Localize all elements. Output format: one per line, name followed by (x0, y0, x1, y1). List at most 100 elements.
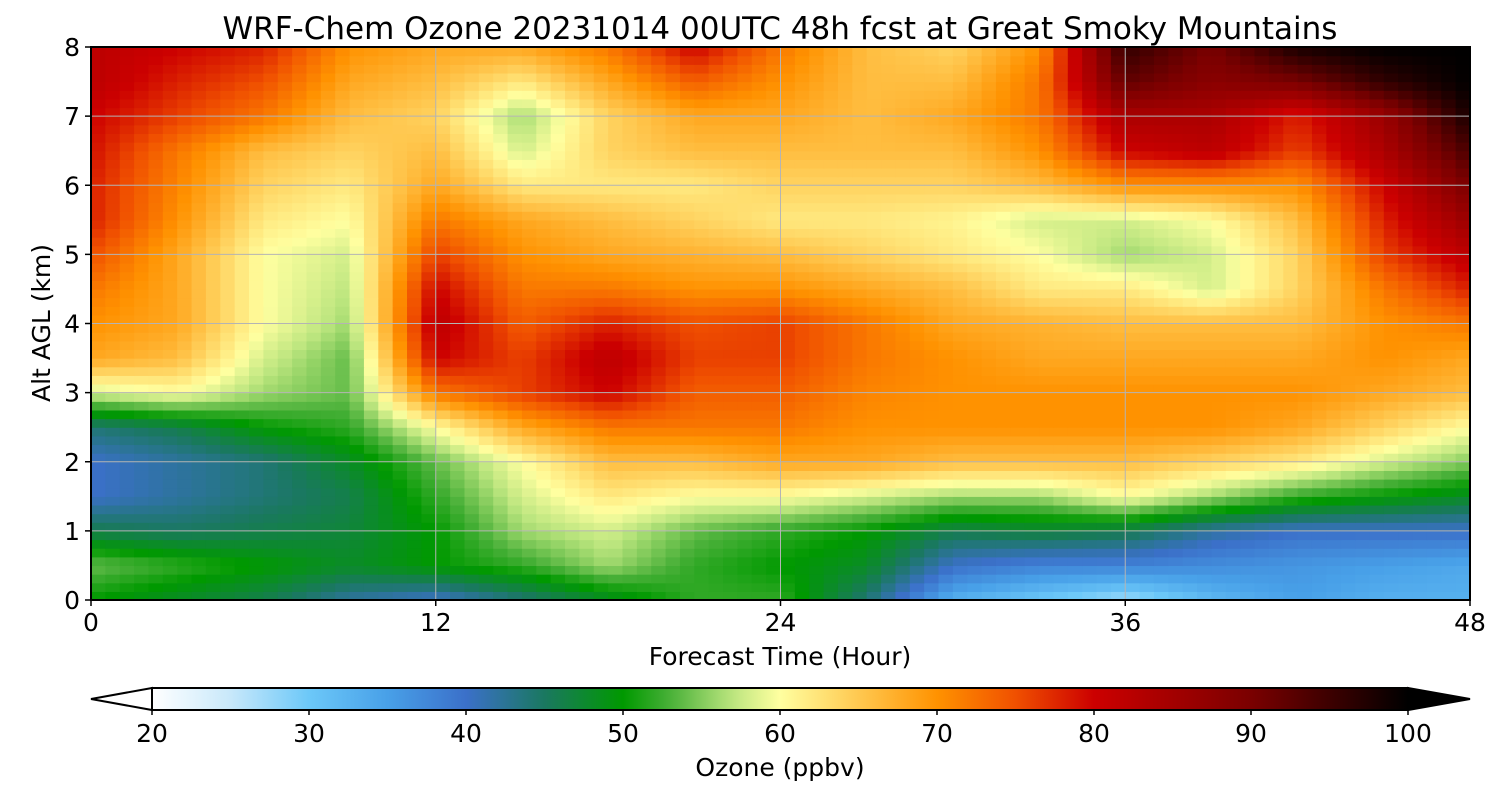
heatmap-cell (881, 228, 897, 238)
heatmap-cell (1326, 383, 1342, 394)
heatmap-cell (809, 392, 825, 402)
heatmap-cell (134, 409, 150, 420)
heatmap-cell (579, 228, 595, 238)
heatmap-cell (392, 185, 408, 195)
heatmap-cell (751, 314, 767, 325)
heatmap-cell (134, 530, 150, 541)
heatmap-cell (464, 392, 480, 402)
heatmap-cell (665, 470, 681, 480)
heatmap-cell (1340, 211, 1356, 221)
heatmap-cell (866, 582, 882, 592)
heatmap-cell (837, 254, 853, 264)
heatmap-cell (565, 556, 580, 567)
heatmap-cell (363, 504, 379, 515)
heatmap-cell (105, 522, 121, 532)
heatmap-cell (837, 323, 853, 333)
heatmap-cell (521, 323, 537, 333)
heatmap-cell (363, 401, 379, 411)
heatmap-cell (378, 193, 394, 204)
heatmap-cell (1139, 349, 1155, 359)
heatmap-cell (378, 228, 394, 238)
heatmap-cell (392, 556, 408, 567)
heatmap-cell (895, 530, 911, 541)
heatmap-cell (407, 340, 422, 351)
heatmap-cell (134, 548, 150, 558)
heatmap-cell (708, 202, 724, 212)
heatmap-cell (177, 470, 193, 480)
heatmap-cell (1139, 548, 1155, 558)
heatmap-cell (177, 479, 193, 489)
heatmap-cell (1254, 513, 1270, 523)
heatmap-cell (263, 288, 279, 299)
heatmap-cell (1455, 392, 1470, 402)
heatmap-cell (608, 470, 624, 480)
heatmap-cell (1441, 392, 1457, 402)
heatmap-cell (622, 340, 638, 351)
heatmap-cell (292, 314, 308, 325)
heatmap-cell (608, 375, 624, 385)
heatmap-cell (1441, 271, 1457, 281)
heatmap-cell (780, 358, 796, 368)
heatmap-cell (579, 271, 595, 281)
heatmap-cell (363, 444, 379, 454)
heatmap-cell (766, 556, 782, 567)
heatmap-cell (162, 193, 178, 204)
heatmap-cell (995, 470, 1011, 480)
heatmap-cell (924, 193, 940, 204)
heatmap-cell (407, 401, 422, 411)
heatmap-cell (723, 383, 739, 394)
heatmap-cell (852, 366, 868, 376)
heatmap-cell (1369, 211, 1385, 221)
heatmap-cell (335, 375, 351, 385)
heatmap-cell (1096, 375, 1112, 385)
heatmap-cell (1398, 375, 1414, 385)
heatmap-cell (723, 444, 739, 454)
heatmap-cell (536, 159, 552, 169)
heatmap-cell (881, 366, 897, 376)
heatmap-cell (349, 556, 365, 567)
heatmap-cell (1225, 418, 1241, 428)
heatmap-cell (995, 219, 1011, 230)
heatmap-cell (1283, 237, 1299, 247)
heatmap-cell (579, 504, 595, 515)
heatmap-cell (378, 219, 394, 230)
heatmap-cell (363, 358, 379, 368)
heatmap-cell (234, 150, 250, 160)
heatmap-cell (679, 591, 695, 600)
heatmap-cell (392, 487, 408, 497)
heatmap-cell (1096, 185, 1112, 195)
heatmap-cell (579, 314, 595, 325)
heatmap-cell (407, 574, 422, 584)
heatmap-cell (263, 245, 279, 255)
heatmap-cell (407, 237, 422, 247)
heatmap-cell (895, 193, 911, 204)
heatmap-cell (766, 513, 782, 523)
heatmap-cell (881, 167, 897, 178)
heatmap-cell (363, 228, 379, 238)
heatmap-cell (1297, 435, 1313, 446)
heatmap-cell (234, 288, 250, 299)
heatmap-cell (292, 297, 308, 307)
heatmap-cell (105, 263, 121, 273)
heatmap-cell (1182, 314, 1198, 325)
heatmap-cell (938, 504, 954, 515)
heatmap-cell (306, 358, 322, 368)
heatmap-cell (1254, 185, 1270, 195)
heatmap-cell (363, 392, 379, 402)
heatmap-cell (593, 453, 609, 463)
heatmap-cell (579, 202, 595, 212)
heatmap-cell (1024, 401, 1040, 411)
heatmap-cell (995, 591, 1011, 600)
heatmap-cell (1383, 409, 1399, 420)
heatmap-cell (1082, 418, 1098, 428)
heatmap-cell (536, 167, 552, 178)
heatmap-cell (622, 409, 638, 420)
heatmap-cell (895, 245, 911, 255)
heatmap-cell (1153, 340, 1169, 351)
heatmap-cell (909, 591, 925, 600)
heatmap-cell (794, 574, 810, 584)
heatmap-cell (1369, 539, 1385, 549)
heatmap-cell (320, 479, 336, 489)
heatmap-cell (220, 427, 236, 437)
heatmap-cell (1355, 582, 1371, 592)
